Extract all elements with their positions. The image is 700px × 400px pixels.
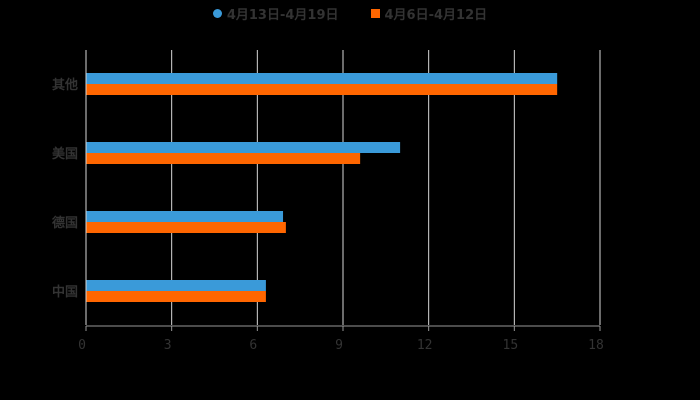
- chart-legend: 4月13日-4月19日 4月6日-4月12日: [0, 3, 700, 23]
- bar-series-2[interactable]: [86, 153, 361, 164]
- bar-series-1[interactable]: [86, 280, 266, 291]
- legend-swatch-orange-icon: [370, 8, 380, 18]
- bar-series-1[interactable]: [86, 142, 401, 153]
- category-label: 美国: [52, 146, 78, 162]
- x-tick-label: 15: [503, 338, 519, 353]
- category-label: 其他: [52, 77, 78, 93]
- x-tick-label: 6: [249, 338, 257, 353]
- category-label: 德国: [52, 215, 78, 231]
- legend-label: 4月13日-4月19日: [226, 7, 339, 23]
- legend-item-series-1[interactable]: 4月13日-4月19日: [212, 4, 339, 23]
- category-label: 中国: [52, 284, 78, 300]
- x-tick-label: 18: [588, 338, 604, 353]
- bar-series-1[interactable]: [86, 73, 558, 84]
- bar-series-2[interactable]: [86, 291, 266, 302]
- legend-swatch-blue-icon: [212, 8, 222, 18]
- bar-series-1[interactable]: [86, 211, 284, 222]
- x-tick-label: 12: [417, 338, 433, 353]
- bar-series-2[interactable]: [86, 84, 558, 95]
- bar-series-2[interactable]: [86, 222, 286, 233]
- x-tick-label: 9: [335, 338, 343, 353]
- x-tick-label: 0: [78, 338, 86, 353]
- legend-label: 4月6日-4月12日: [384, 7, 488, 23]
- x-tick-label: 3: [164, 338, 172, 353]
- legend-item-series-2[interactable]: 4月6日-4月12日: [370, 4, 488, 23]
